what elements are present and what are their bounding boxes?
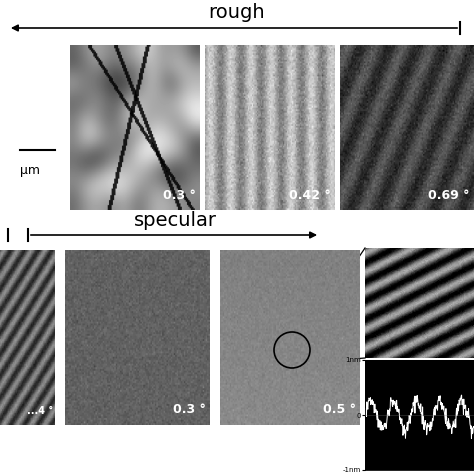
Text: rough: rough (209, 2, 265, 21)
Text: μm: μm (20, 164, 40, 177)
Text: specular: specular (134, 210, 217, 229)
